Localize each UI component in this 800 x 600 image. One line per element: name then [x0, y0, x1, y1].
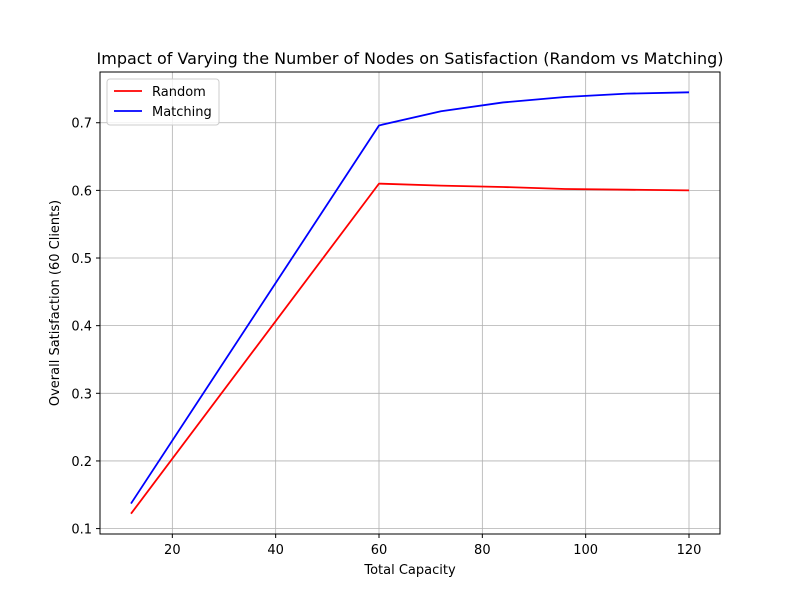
y-tick-label: 0.4: [71, 320, 92, 335]
series-lines: [130, 91, 690, 515]
x-tick-label: 80: [474, 543, 491, 558]
grid: [100, 72, 720, 534]
x-tick-label: 100: [573, 543, 598, 558]
axes-frame: [99, 71, 721, 535]
legend: Random Matching: [106, 78, 220, 126]
legend-label-random: Random: [152, 85, 206, 100]
y-tick-label: 0.1: [71, 523, 92, 538]
y-tick-label: 0.7: [71, 117, 92, 132]
y-tick-label: 0.2: [71, 455, 92, 470]
x-tick-label: 60: [371, 543, 388, 558]
x-axis-label: Total Capacity: [363, 563, 456, 578]
y-tick-label: 0.6: [71, 184, 92, 199]
series-line-matching: [130, 91, 690, 505]
series-line-random: [130, 182, 690, 515]
y-axis-label: Overall Satisfaction (60 Clients): [48, 200, 63, 406]
legend-label-matching: Matching: [152, 105, 212, 120]
x-tick-label: 120: [677, 543, 702, 558]
y-axis-ticks: 0.1 0.2 0.3 0.4 0.5 0.6 0.7: [71, 117, 100, 538]
y-tick-label: 0.3: [71, 387, 92, 402]
x-tick-label: 40: [267, 543, 284, 558]
y-tick-label: 0.5: [71, 252, 92, 267]
x-axis-ticks: 20 40 60 80 100 120: [164, 534, 701, 558]
x-tick-label: 20: [164, 543, 181, 558]
chart-title: Impact of Varying the Number of Nodes on…: [97, 49, 724, 68]
